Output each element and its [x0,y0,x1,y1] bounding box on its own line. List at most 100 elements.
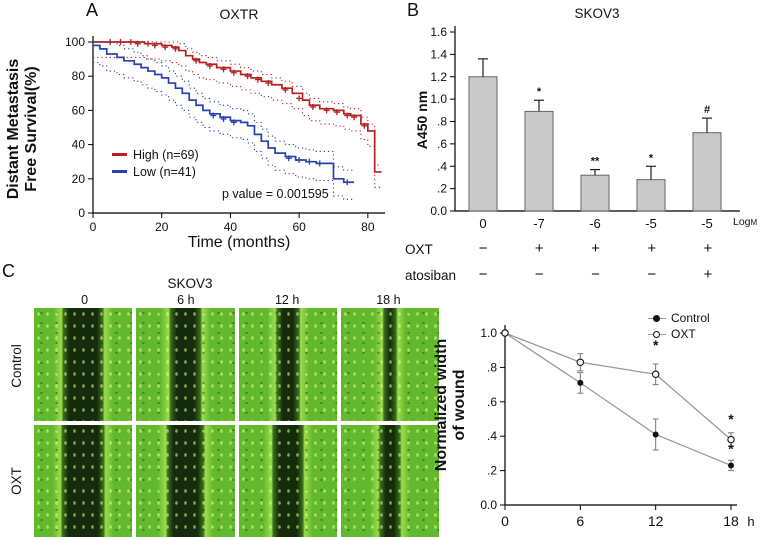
oxt-symbol: + [647,240,657,257]
wound-image [340,308,439,421]
svg-text:*: * [728,440,734,456]
panel-a-ylabel-line1: Distant Metastasis [5,58,22,200]
timepoint-0: 0 [81,293,89,307]
oxt-symbol-row: − + + + + [455,240,736,258]
wound-image [238,424,337,537]
oxt-point [501,329,509,337]
wound-image [136,308,235,421]
svg-text:h: h [747,514,754,529]
atosiban-symbol: + [703,266,713,283]
log-molar-unit-label: LogM [733,216,757,228]
km-legend-item-low: Low (n=41) [112,163,199,180]
svg-text:.8: .8 [487,360,497,374]
svg-text:*: * [653,337,659,353]
svg-text:-7: -7 [533,216,545,231]
atosiban-symbol-row: − − − − + [455,266,736,284]
panel-a-ylabel-line2: Free Survival(%) [23,66,41,192]
svg-text:0: 0 [501,513,509,529]
svg-text:-5: -5 [701,216,713,231]
svg-text:100: 100 [65,35,85,49]
legend-oxt-label: OXT [671,327,696,341]
oxt-point [651,370,660,379]
svg-text:40: 40 [224,220,238,234]
svg-text:40: 40 [72,138,86,152]
oxt-row-image-label: OXT [9,467,24,495]
svg-text:.2: .2 [487,464,497,478]
wound-image-grid [34,308,439,537]
wound-ylabel-line1: Normalized width [433,338,450,472]
wound-image [340,424,439,537]
wound-series-line [504,332,732,467]
wound-image [34,308,133,421]
km-legend-low-label: Low (n=41) [133,164,196,179]
bar [524,110,554,212]
svg-text:0: 0 [78,206,85,220]
svg-text:20: 20 [155,220,169,234]
panel-b-y-axis-label: A450 nm [414,90,430,150]
control-point [652,431,659,438]
km-legend-item-high: High (n=69) [112,146,199,163]
low-series-swatch [112,170,127,173]
svg-text:1.0: 1.0 [430,92,447,106]
oxt-symbol: + [591,240,600,257]
oxt-symbol: + [703,240,713,257]
svg-text:*: * [537,86,542,98]
svg-text:1.6: 1.6 [430,25,447,39]
svg-text:1.0: 1.0 [480,326,497,340]
wound-chart-legend: Control OXT [648,310,710,342]
control-point [577,379,584,386]
km-pvalue: p value = 0.001595 [222,187,329,201]
timepoint-12h: 12 h [274,293,300,307]
legend-item-oxt: OXT [648,326,710,342]
legend-control-label: Control [671,311,710,325]
wound-chart-y-axis-label: Normalized width of wound [433,310,471,500]
bar [468,76,498,212]
atosiban-symbol: − [591,266,600,283]
svg-text:.6: .6 [437,137,447,151]
km-curve [93,44,355,184]
svg-text:#: # [704,104,710,116]
km-survival-chart: 0 20 40 60 80 100 0 20 40 60 80 [65,35,385,234]
svg-text:0.0: 0.0 [480,498,497,512]
log-label: Log [733,216,751,228]
panel-a-y-axis-label: Distant Metastasis Free Survival(%) [5,29,43,229]
panel-c-title: SKOV3 [167,276,213,291]
svg-text:60: 60 [72,103,86,117]
oxt-row-label: OXT [405,242,433,257]
bar [692,132,722,212]
atosiban-symbol: − [647,266,657,283]
control-marker-icon [648,314,666,323]
timepoint-header-row: 0 6 h 12 h 18 h [34,293,439,307]
wound-image [238,308,337,421]
atosiban-row-label: atosiban [405,268,457,283]
svg-text:0.0: 0.0 [430,204,447,218]
km-legend-high-label: High (n=69) [133,147,199,162]
svg-text:.4: .4 [437,159,447,173]
control-row-label: Control [9,344,24,388]
svg-text:80: 80 [361,220,375,234]
svg-text:*: * [649,152,654,164]
wound-image [34,424,133,537]
svg-text:.4: .4 [487,429,497,443]
svg-text:*: * [728,411,734,427]
molar-sub-label: M [750,218,758,227]
legend-item-control: Control [648,310,710,326]
svg-text:60: 60 [292,220,306,234]
svg-text:20: 20 [72,172,86,186]
oxt-point [727,435,735,444]
svg-text:6: 6 [576,513,584,529]
timepoint-6h: 6 h [177,293,195,307]
svg-text:**: ** [591,156,600,168]
panel-b-title: SKOV3 [574,6,620,21]
svg-text:80: 80 [72,69,86,83]
svg-text:.2: .2 [437,182,447,196]
panel-c-label: C [2,261,15,281]
svg-text:0: 0 [90,220,97,234]
svg-text:12: 12 [648,513,664,529]
viability-bar-chart: 0.0 .2 .4 .6 .8 1.0 1.2 1.4 1.6 0 * -7 ** -6 * -5 # -5 [430,25,740,231]
panel-b-label: B [407,0,420,20]
svg-text:-6: -6 [589,216,601,231]
panel-a-x-axis-label: Time (months) [187,234,291,251]
control-point [728,462,734,469]
